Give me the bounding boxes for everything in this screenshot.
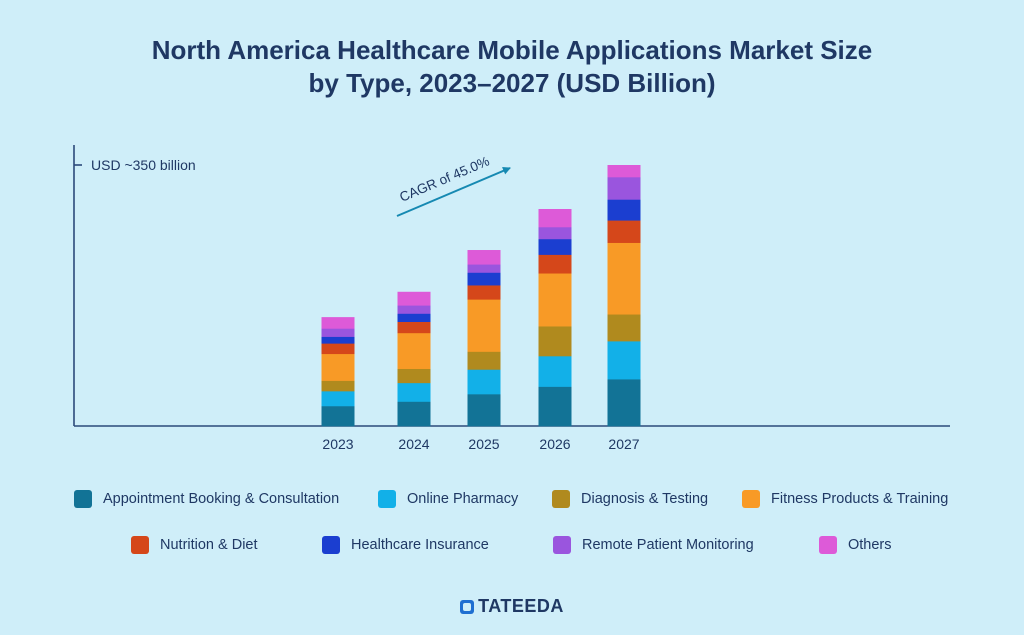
bar-segment-2026-appointment-booking-consultation bbox=[538, 386, 572, 427]
bar-segment-2026-diagnosis-testing bbox=[538, 326, 572, 357]
legend-label-others: Others bbox=[848, 537, 892, 553]
bar-segment-2025-diagnosis-testing bbox=[467, 351, 501, 370]
bar-segment-2025-online-pharmacy bbox=[467, 369, 501, 395]
bar-stack-2023 bbox=[321, 317, 355, 427]
brand-logo-icon bbox=[460, 599, 475, 614]
x-tick-label-2026: 2026 bbox=[539, 436, 570, 452]
bar-segment-2026-others bbox=[538, 208, 572, 228]
legend-label-nutrition-diet: Nutrition & Diet bbox=[160, 537, 258, 553]
bar-segment-2026-healthcare-insurance bbox=[538, 238, 572, 255]
x-tick-label-2023: 2023 bbox=[322, 436, 353, 452]
bar-segment-2026-remote-patient-monitoring bbox=[538, 226, 572, 240]
bar-segment-2024-diagnosis-testing bbox=[397, 368, 431, 384]
bar-segment-2023-others bbox=[321, 317, 355, 329]
bar-segment-2023-diagnosis-testing bbox=[321, 380, 355, 392]
brand-name: TATEEDA bbox=[478, 596, 564, 616]
bar-segment-2023-online-pharmacy bbox=[321, 390, 355, 407]
bar-segment-2025-fitness-products-training bbox=[467, 299, 501, 352]
bar-segment-2027-online-pharmacy bbox=[607, 340, 641, 380]
legend-swatch-fitness-products-training bbox=[742, 490, 760, 508]
bar-segment-2027-diagnosis-testing bbox=[607, 314, 641, 342]
bar-segment-2023-healthcare-insurance bbox=[321, 336, 355, 344]
cagr-arrow bbox=[396, 167, 511, 217]
legend-swatch-appointment-booking-consultation bbox=[74, 490, 92, 508]
legend-label-diagnosis-testing: Diagnosis & Testing bbox=[581, 491, 709, 507]
bar-stack-2024 bbox=[397, 291, 431, 427]
bar-segment-2026-online-pharmacy bbox=[538, 355, 572, 387]
cagr-annotation: CAGR of 45.0% bbox=[397, 153, 491, 204]
legend-label-online-pharmacy: Online Pharmacy bbox=[407, 491, 519, 507]
bar-segment-2027-nutrition-diet bbox=[607, 220, 641, 243]
bar-segment-2024-appointment-booking-consultation bbox=[397, 401, 431, 427]
bar-segment-2024-online-pharmacy bbox=[397, 382, 431, 402]
chart-title-line-1: North America Healthcare Mobile Applicat… bbox=[151, 35, 873, 65]
bar-segment-2025-others bbox=[467, 250, 501, 265]
bar-segment-2026-nutrition-diet bbox=[538, 254, 572, 274]
bar-stack-2025 bbox=[467, 250, 501, 427]
legend-label-healthcare-insurance: Healthcare Insurance bbox=[351, 537, 489, 553]
bar-segment-2024-remote-patient-monitoring bbox=[397, 305, 431, 314]
legend-swatch-nutrition-diet bbox=[131, 536, 149, 554]
bar-segment-2023-fitness-products-training bbox=[321, 353, 355, 381]
legend-item-healthcare-insurance: Healthcare Insurance bbox=[322, 536, 489, 554]
x-tick-label-2024: 2024 bbox=[398, 436, 429, 452]
bar-segment-2027-appointment-booking-consultation bbox=[607, 379, 641, 427]
bar-segment-2027-remote-patient-monitoring bbox=[607, 176, 641, 200]
bar-segment-2026-fitness-products-training bbox=[538, 273, 572, 327]
legend-swatch-online-pharmacy bbox=[378, 490, 396, 508]
brand-logo: TATEEDA bbox=[0, 596, 1024, 617]
chart-title-line-2: by Type, 2023–2027 (USD Billion) bbox=[308, 68, 716, 98]
bar-segment-2024-fitness-products-training bbox=[397, 332, 431, 369]
legend-item-online-pharmacy: Online Pharmacy bbox=[378, 490, 518, 508]
legend-item-appointment-booking-consultation: Appointment Booking & Consultation bbox=[74, 490, 339, 508]
legend-swatch-others bbox=[819, 536, 837, 554]
bar-segment-2023-appointment-booking-consultation bbox=[321, 405, 355, 427]
bar-stack-2027 bbox=[607, 165, 641, 427]
bar-stacks bbox=[321, 165, 641, 427]
y-reference-label: USD ~350 billion bbox=[91, 157, 196, 173]
legend-label-fitness-products-training: Fitness Products & Training bbox=[771, 491, 949, 507]
bar-segment-2024-nutrition-diet bbox=[397, 321, 431, 334]
bar-segment-2025-nutrition-diet bbox=[467, 285, 501, 300]
legend-label-remote-patient-monitoring: Remote Patient Monitoring bbox=[582, 537, 754, 553]
legend-item-nutrition-diet: Nutrition & Diet bbox=[131, 536, 258, 554]
legend-item-diagnosis-testing: Diagnosis & Testing bbox=[552, 490, 708, 508]
chart-title: North America Healthcare Mobile Applicat… bbox=[0, 34, 1024, 100]
bar-segment-2023-nutrition-diet bbox=[321, 343, 355, 355]
x-tick-label-2025: 2025 bbox=[468, 436, 499, 452]
legend-swatch-remote-patient-monitoring bbox=[553, 536, 571, 554]
legend-swatch-diagnosis-testing bbox=[552, 490, 570, 508]
bar-segment-2024-others bbox=[397, 291, 431, 306]
bar-segment-2023-remote-patient-monitoring bbox=[321, 328, 355, 337]
bar-segment-2025-healthcare-insurance bbox=[467, 272, 501, 286]
bar-segment-2024-healthcare-insurance bbox=[397, 313, 431, 322]
legend-label-appointment-booking-consultation: Appointment Booking & Consultation bbox=[103, 491, 340, 507]
bar-stack-2026 bbox=[538, 208, 572, 427]
bar-segment-2027-healthcare-insurance bbox=[607, 199, 641, 221]
legend-item-fitness-products-training: Fitness Products & Training bbox=[742, 490, 948, 508]
legend: Appointment Booking & Consultation Online… bbox=[0, 480, 1024, 570]
x-tick-label-2027: 2027 bbox=[608, 436, 639, 452]
bar-segment-2025-remote-patient-monitoring bbox=[467, 264, 501, 273]
legend-item-remote-patient-monitoring: Remote Patient Monitoring bbox=[553, 536, 754, 554]
bar-segment-2025-appointment-booking-consultation bbox=[467, 393, 501, 427]
legend-swatch-healthcare-insurance bbox=[322, 536, 340, 554]
x-tick-labels: 2023 2024 2025 2026 2027 bbox=[322, 436, 639, 452]
bar-segment-2027-others bbox=[607, 165, 641, 178]
legend-item-others: Others bbox=[819, 536, 892, 554]
bar-segment-2027-fitness-products-training bbox=[607, 242, 641, 315]
